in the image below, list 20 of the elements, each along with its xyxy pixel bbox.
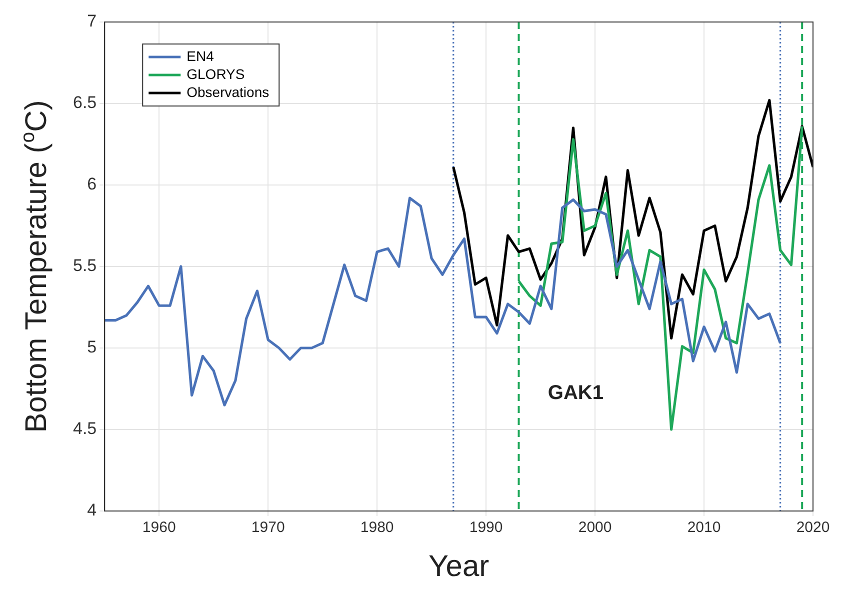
legend-label: EN4 <box>186 48 214 64</box>
x-tick-label: 1960 <box>142 519 176 536</box>
y-tick-label: 7 <box>87 12 97 31</box>
x-tick-label: 2000 <box>578 519 612 536</box>
x-tick-label: 1970 <box>251 519 285 536</box>
y-tick-label: 6.5 <box>72 93 97 112</box>
x-tick-label: 1990 <box>469 519 503 536</box>
x-axis-title: Year <box>428 550 490 583</box>
x-tick-label: 2010 <box>687 519 721 536</box>
legend-label: GLORYS <box>186 66 245 82</box>
y-tick-label: 5 <box>87 338 97 357</box>
y-tick-label: 5.5 <box>72 256 97 276</box>
x-tick-label: 1980 <box>360 519 394 536</box>
annotation: GAK1 <box>548 382 604 404</box>
y-tick-label: 4 <box>87 500 97 520</box>
y-axis-title: Bottom Temperature (oC) <box>17 100 53 433</box>
y-tick-label: 6 <box>87 174 97 194</box>
y-tick-label: 4.5 <box>72 419 97 438</box>
legend-label: Observations <box>186 84 270 100</box>
x-tick-label: 2020 <box>796 519 830 536</box>
